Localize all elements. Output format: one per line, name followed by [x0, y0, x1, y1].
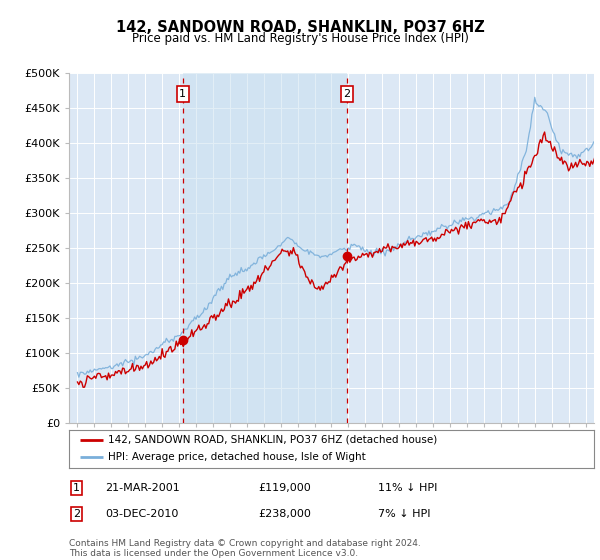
Text: 2: 2 — [344, 89, 350, 99]
Text: 142, SANDOWN ROAD, SHANKLIN, PO37 6HZ: 142, SANDOWN ROAD, SHANKLIN, PO37 6HZ — [116, 20, 484, 35]
Text: 11% ↓ HPI: 11% ↓ HPI — [378, 483, 437, 493]
Text: £119,000: £119,000 — [258, 483, 311, 493]
Text: 1: 1 — [73, 483, 80, 493]
Text: Contains HM Land Registry data © Crown copyright and database right 2024.
This d: Contains HM Land Registry data © Crown c… — [69, 539, 421, 558]
Bar — [183, 73, 347, 423]
Text: 1: 1 — [179, 89, 187, 99]
Text: 142, SANDOWN ROAD, SHANKLIN, PO37 6HZ (detached house): 142, SANDOWN ROAD, SHANKLIN, PO37 6HZ (d… — [109, 435, 437, 445]
Text: 7% ↓ HPI: 7% ↓ HPI — [378, 508, 431, 519]
Text: Price paid vs. HM Land Registry's House Price Index (HPI): Price paid vs. HM Land Registry's House … — [131, 32, 469, 45]
Text: 21-MAR-2001: 21-MAR-2001 — [105, 483, 180, 493]
Text: £238,000: £238,000 — [258, 508, 311, 519]
Text: 03-DEC-2010: 03-DEC-2010 — [105, 508, 178, 519]
Text: 2: 2 — [73, 508, 80, 519]
Text: HPI: Average price, detached house, Isle of Wight: HPI: Average price, detached house, Isle… — [109, 452, 366, 463]
